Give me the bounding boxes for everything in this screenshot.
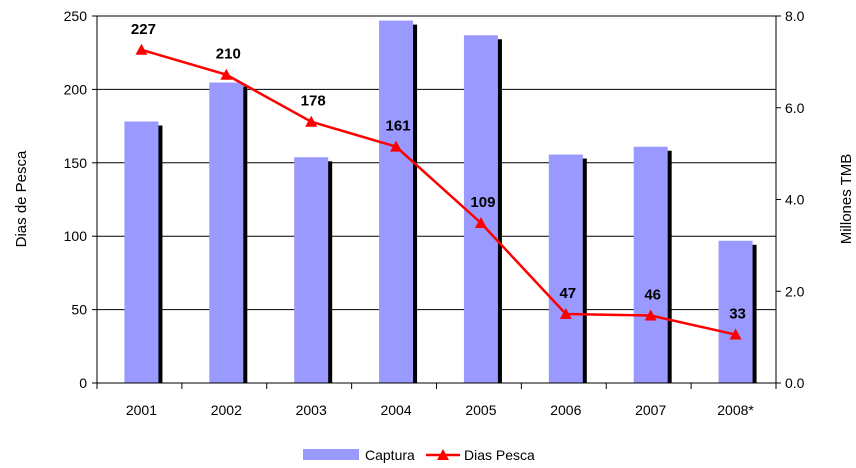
y-tick-label: 50 bbox=[71, 302, 87, 318]
bar-series-captura bbox=[124, 20, 757, 384]
data-labels: 227 210 178 161 109 47 46 33 bbox=[131, 21, 746, 323]
legend-label-captura: Captura bbox=[365, 447, 415, 463]
y-tick-label: 250 bbox=[64, 8, 88, 24]
bar bbox=[633, 146, 668, 383]
bar bbox=[718, 240, 753, 383]
x-tick-label: 2003 bbox=[296, 402, 327, 418]
triangle-marker bbox=[135, 43, 148, 55]
y-tick-label: 150 bbox=[64, 155, 88, 171]
bar bbox=[124, 121, 159, 383]
y2-axis-title: Millones TMB bbox=[838, 154, 855, 245]
triangle-marker bbox=[220, 68, 233, 80]
data-label: 178 bbox=[301, 93, 326, 110]
data-label: 46 bbox=[644, 286, 661, 303]
axes bbox=[92, 15, 781, 389]
legend-swatch-captura bbox=[303, 449, 359, 460]
x-tick-label: 2005 bbox=[465, 402, 496, 418]
y2-tick-label: 4.0 bbox=[785, 192, 805, 208]
series-line bbox=[141, 48, 736, 336]
x-tick-label: 2004 bbox=[380, 402, 411, 418]
legend: Captura Dias Pesca bbox=[303, 447, 535, 463]
x-tick-label: 2007 bbox=[635, 402, 666, 418]
bar bbox=[548, 154, 583, 383]
bar bbox=[294, 157, 329, 383]
data-label: 109 bbox=[470, 194, 495, 211]
triangle-marker bbox=[305, 115, 318, 127]
bar bbox=[209, 82, 244, 384]
y-tick-label: 200 bbox=[64, 81, 88, 97]
triangle-marker bbox=[559, 308, 572, 320]
tick-labels: 0 50 100 150 200 250 0.0 2.0 4.0 6.0 8.0 2001 2002 20… bbox=[64, 8, 805, 418]
x-tick-label: 2001 bbox=[126, 402, 157, 418]
y-tick-label: 100 bbox=[64, 228, 88, 244]
triangle-marker bbox=[474, 216, 487, 228]
x-tick-label: 2002 bbox=[211, 402, 242, 418]
gridlines bbox=[97, 15, 776, 311]
y2-tick-label: 2.0 bbox=[785, 283, 805, 299]
y2-tick-label: 6.0 bbox=[785, 100, 805, 116]
data-label: 33 bbox=[729, 306, 746, 323]
x-tick-label: 2008* bbox=[717, 402, 754, 418]
data-label: 210 bbox=[216, 46, 241, 63]
data-label: 227 bbox=[131, 21, 156, 38]
bar bbox=[379, 20, 414, 384]
x-tick-label: 2006 bbox=[550, 402, 581, 418]
triangle-marker bbox=[644, 309, 657, 321]
y2-tick-label: 8.0 bbox=[785, 8, 805, 24]
y-tick-label: 0 bbox=[79, 375, 87, 391]
bar bbox=[463, 35, 498, 384]
y-axis-title: Dias de Pesca bbox=[13, 150, 30, 247]
y2-tick-label: 0.0 bbox=[785, 375, 805, 391]
triangle-marker bbox=[390, 140, 403, 152]
data-label: 47 bbox=[559, 285, 576, 302]
legend-marker-dias-pesca bbox=[437, 449, 449, 460]
legend-label-dias-pesca: Dias Pesca bbox=[464, 447, 535, 463]
line-series-dias-pesca bbox=[135, 43, 742, 340]
triangle-marker bbox=[729, 328, 742, 340]
data-label: 161 bbox=[386, 118, 411, 135]
